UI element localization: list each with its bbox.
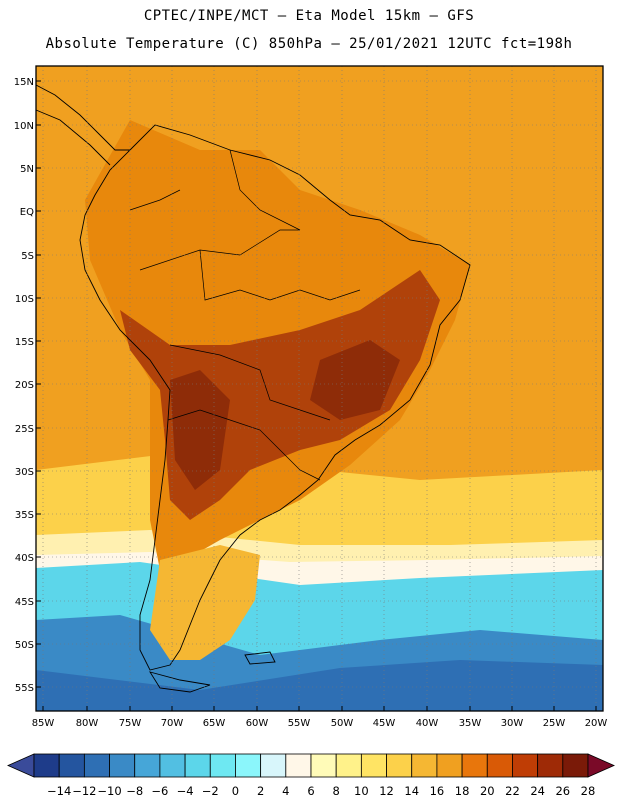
colorbar-swatch (562, 753, 589, 778)
title-line-1: CPTEC/INPE/MCT — Eta Model 15km — GFS (143, 8, 475, 24)
colorbar-swatch (209, 753, 236, 778)
colorbar-swatch (512, 753, 539, 778)
latitude-label: 10N (14, 121, 34, 132)
latitude-label: 45S (15, 597, 34, 608)
colorbar-label: 8 (333, 784, 340, 798)
colorbar-label: −12 (72, 784, 96, 798)
longitude-label: 50W (331, 718, 354, 729)
colorbar-swatch (335, 753, 362, 778)
colorbar-swatch (109, 753, 136, 778)
longitude-label: 65W (203, 718, 226, 729)
latitude-labels: 15N 10N 5N EQ 5S 10S 15S 20S 25S 30S 35S 40S 45S 50S 5… (14, 77, 41, 694)
longitude-label: 45W (373, 718, 396, 729)
latitude-label: 30S (15, 467, 34, 478)
latitude-label: 20S (15, 380, 34, 391)
south-america-coastline (79, 124, 471, 671)
colorbar-swatch (411, 753, 438, 778)
colorbar-swatch (436, 753, 463, 778)
longitude-label: 80W (76, 718, 99, 729)
longitude-label: 25W (543, 718, 566, 729)
longitude-labels: 85W 80W 75W 70W 65W 60W 55W 50W 45W 40W 35W 30W 25W 2… (32, 706, 608, 729)
colorbar-label: 22 (505, 784, 520, 798)
colorbar-label: 2 (257, 784, 264, 798)
colorbar (7, 753, 615, 778)
colorbar-swatch (537, 753, 564, 778)
map-frame (35, 65, 604, 712)
colorbar-label: 16 (430, 784, 445, 798)
latitude-label: 25S (15, 424, 34, 435)
colorbar-swatch (184, 753, 211, 778)
colorbar-label: 0 (232, 784, 239, 798)
graticule (36, 66, 603, 711)
colorbar-label: 14 (404, 784, 419, 798)
latitude-label: 15N (14, 77, 34, 88)
longitude-label: 35W (459, 718, 482, 729)
colorbar-label: −2 (202, 784, 219, 798)
colorbar-label: 26 (555, 784, 570, 798)
colorbar-label: 20 (480, 784, 495, 798)
colorbar-under-arrow (7, 753, 35, 778)
colorbar-swatch (310, 753, 337, 778)
colorbar-label: −8 (126, 784, 143, 798)
colorbar-swatch (386, 753, 413, 778)
colorbar-label: 12 (379, 784, 394, 798)
colorbar-label: 18 (455, 784, 470, 798)
central-america-coastline (35, 84, 130, 166)
field-band-deep-blue (36, 660, 603, 711)
colorbar-label: −6 (151, 784, 168, 798)
latitude-label: 5N (20, 164, 34, 175)
colorbar-label: −10 (97, 784, 121, 798)
latitude-label: EQ (20, 207, 34, 218)
falklands (244, 651, 276, 665)
colorbar-swatch (486, 753, 513, 778)
colorbar-swatch (285, 753, 312, 778)
colorbar-swatch (134, 753, 161, 778)
latitude-label: 55S (15, 683, 34, 694)
colorbar-swatch (83, 753, 110, 778)
tierra-del-fuego (149, 671, 211, 693)
longitude-label: 55W (288, 718, 311, 729)
latitude-label: 10S (15, 294, 34, 305)
latitude-label: 50S (15, 640, 34, 651)
colorbar-label: 10 (354, 784, 369, 798)
latitude-label: 35S (15, 510, 34, 521)
longitude-label: 60W (246, 718, 269, 729)
longitude-label: 85W (32, 718, 55, 729)
colorbar-label: 4 (282, 784, 289, 798)
colorbar-swatch (360, 753, 387, 778)
colorbar-swatch (159, 753, 186, 778)
colorbar-label: 24 (530, 784, 545, 798)
colorbar-swatch (33, 753, 60, 778)
colorbar-label: 28 (581, 784, 596, 798)
latitude-label: 5S (21, 251, 34, 262)
longitude-label: 40W (416, 718, 439, 729)
colorbar-over-arrow (587, 753, 615, 778)
colorbar-swatch (235, 753, 262, 778)
colorbar-label: −14 (47, 784, 71, 798)
longitude-label: 70W (161, 718, 184, 729)
colorbar-swatch (461, 753, 488, 778)
colorbar-label: −4 (177, 784, 194, 798)
field-land-pale (150, 545, 260, 660)
colorbar-labels: −14 −12 −10 −8 −6 −4 −2 0 2 4 6 8 10 12 14 16 18 20 22 24 26… (47, 784, 595, 798)
longitude-label: 75W (119, 718, 142, 729)
temperature-field (36, 66, 603, 711)
colorbar-label: 6 (307, 784, 314, 798)
field-land-hottest (170, 340, 400, 490)
longitude-label: 20W (585, 718, 608, 729)
colorbar-swatch (260, 753, 287, 778)
coastlines (35, 84, 471, 693)
longitude-label: 30W (501, 718, 524, 729)
title-line-2: Absolute Temperature (C) 850hPa — 25/01/… (45, 36, 573, 52)
latitude-label: 40S (15, 553, 34, 564)
colorbar-swatch (58, 753, 85, 778)
latitude-label: 15S (15, 337, 34, 348)
